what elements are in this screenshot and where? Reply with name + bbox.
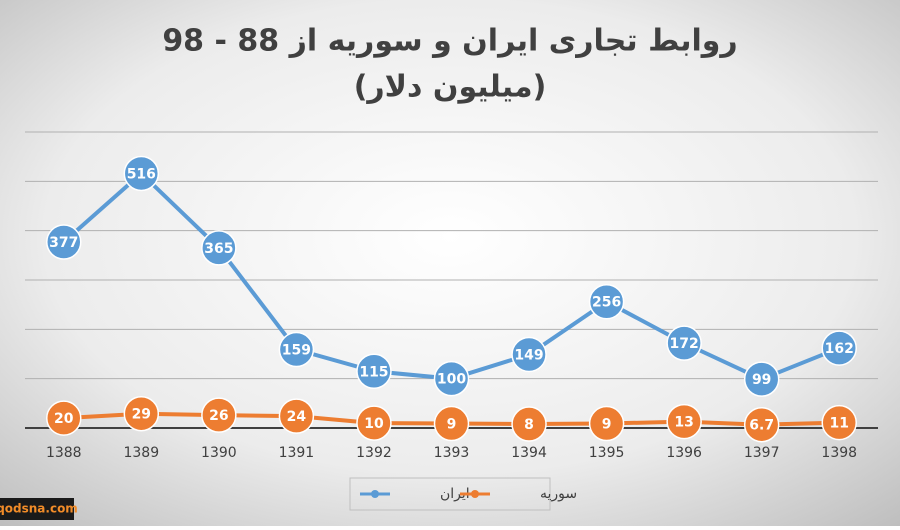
data-label: 6.7	[749, 418, 774, 434]
x-tick-label: 1395	[589, 445, 625, 461]
data-label: 11	[829, 416, 848, 432]
data-point	[743, 406, 780, 443]
data-label: 20	[54, 411, 74, 427]
x-tick-label: 1398	[821, 445, 857, 461]
legend-box	[349, 477, 551, 511]
data-label: 162	[825, 341, 854, 357]
data-point	[588, 405, 625, 442]
data-point	[666, 325, 702, 361]
data-point	[356, 353, 392, 390]
data-label: 365	[204, 241, 233, 257]
x-tick-label: 1397	[744, 445, 780, 461]
data-point	[433, 405, 470, 442]
data-point	[743, 361, 780, 397]
chart-title: روابط تجاری ایران و سوریه از 88 - 98	[162, 24, 737, 59]
data-point	[821, 404, 857, 441]
legend-label: ایران	[440, 486, 470, 502]
data-point	[201, 230, 237, 266]
x-tick-label: 1396	[666, 445, 702, 461]
data-label: 172	[670, 336, 699, 352]
data-point	[46, 224, 82, 260]
data-label: 9	[602, 417, 612, 433]
data-point	[356, 405, 392, 441]
legend-marker	[471, 490, 479, 498]
data-point	[821, 330, 857, 366]
x-tick-label: 1390	[201, 445, 237, 461]
data-point	[511, 336, 547, 373]
data-label: 149	[514, 347, 543, 363]
data-label: 10	[364, 416, 384, 432]
data-point	[588, 283, 625, 320]
data-label: 159	[282, 343, 311, 359]
x-tick-label: 1389	[123, 445, 159, 461]
data-label: 99	[752, 372, 771, 388]
data-label: 13	[674, 415, 693, 431]
chart-subtitle: (میلیون دلار)	[354, 70, 547, 105]
legend-label: سوریه	[540, 486, 577, 502]
data-label: 516	[127, 166, 156, 182]
x-tick-label: 1392	[356, 445, 392, 461]
data-label: 100	[437, 372, 466, 388]
data-point	[511, 406, 547, 442]
data-point	[123, 155, 160, 192]
data-label: 256	[592, 295, 621, 311]
data-point	[278, 398, 315, 434]
data-label: 9	[447, 417, 457, 433]
data-point	[123, 395, 160, 432]
legend-marker	[371, 490, 379, 498]
data-point	[433, 360, 470, 397]
data-label: 377	[49, 235, 78, 251]
x-tick-label: 1394	[511, 445, 547, 461]
watermark-box	[0, 498, 74, 520]
data-point	[46, 400, 82, 436]
x-tick-label: 1393	[434, 445, 470, 461]
data-point	[278, 331, 315, 368]
x-tick-label: 1391	[279, 445, 315, 461]
data-point	[666, 403, 702, 440]
data-label: 115	[359, 364, 388, 380]
data-label: 8	[524, 417, 534, 433]
x-tick-label: 1388	[46, 445, 82, 461]
data-label: 29	[132, 407, 151, 423]
data-point	[201, 397, 237, 433]
watermark: qodsna.com	[0, 502, 78, 516]
data-label: 24	[287, 409, 307, 425]
data-label: 26	[209, 408, 228, 424]
